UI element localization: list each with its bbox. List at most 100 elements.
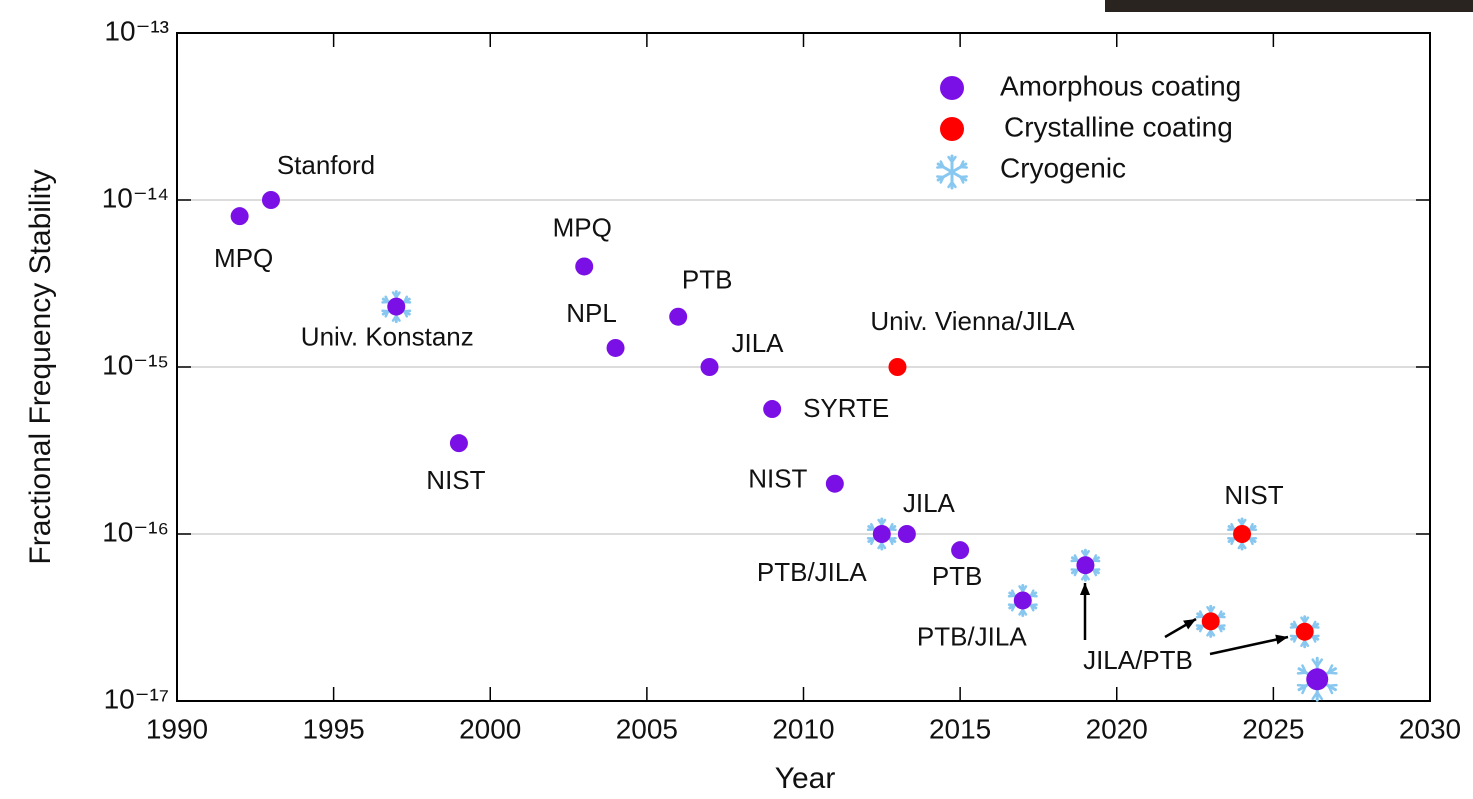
point [669, 307, 688, 326]
point [230, 207, 249, 226]
point-label: MPQ [214, 243, 273, 273]
snowflake-branch [1209, 629, 1216, 637]
point-label: PTB/JILA [917, 621, 1027, 651]
snowflake-branch [1311, 658, 1319, 668]
y-axis-title: Fractional Frequency Stability [24, 169, 57, 564]
snowflake-branch [880, 542, 887, 550]
snowflake-branch [1311, 620, 1317, 629]
x-tick-label: 2025 [1242, 713, 1304, 744]
point-label: PTB [682, 265, 733, 295]
point [449, 434, 468, 453]
snowflake-branch [1029, 589, 1035, 598]
point [951, 541, 970, 560]
x-tick-label: 1995 [302, 713, 364, 744]
x-tick-label: 2030 [1399, 713, 1461, 744]
snowflake-branch [1206, 606, 1212, 614]
point [888, 358, 907, 376]
point [763, 400, 782, 419]
point [872, 525, 891, 543]
point [897, 525, 916, 543]
point-label: PTB [932, 561, 983, 591]
snowflake-branch [1240, 542, 1247, 550]
snowflake-branch [1248, 522, 1254, 531]
snowflake-branch [947, 155, 954, 164]
y-tick-label: 10⁻¹⁴ [102, 182, 169, 213]
legend-marker [936, 154, 968, 190]
arrow-line [1209, 635, 1289, 656]
snowflake-branch [1296, 671, 1308, 675]
point-label: NIST [748, 464, 807, 494]
x-tick-label: 2005 [616, 713, 678, 744]
snowflake-branch [1327, 683, 1338, 687]
snowflake-branch [1073, 568, 1079, 577]
point [1013, 591, 1032, 610]
point-label: NPL [566, 298, 617, 328]
point [700, 358, 719, 376]
point [1076, 556, 1095, 575]
snowflake-branch [391, 291, 398, 299]
snowflake-branch [384, 309, 390, 318]
point [261, 191, 280, 209]
snowflake-branch [1217, 610, 1223, 618]
snowflake-branch [1230, 537, 1236, 546]
legend-label: Crystalline coating [1004, 111, 1233, 142]
plot-frame [176, 32, 1431, 702]
snowflake-branch [1327, 664, 1334, 674]
x-tick-label: 2015 [929, 713, 991, 744]
arrow-head [1079, 583, 1091, 595]
legend-label: Amorphous coating [1000, 70, 1241, 101]
snowflake-branch [870, 537, 876, 546]
point-label: Stanford [277, 150, 375, 180]
snowflake-branch [877, 518, 884, 526]
legend-label: Cryogenic [1000, 152, 1126, 183]
snowflake-branch [1084, 573, 1090, 581]
legend-marker [940, 76, 964, 100]
y-tick-label: 10⁻¹⁵ [102, 349, 169, 380]
point [606, 338, 625, 357]
snowflake-branch [959, 160, 965, 169]
x-axis-title: Year [775, 762, 836, 795]
y-tick-label: 10⁻¹³ [104, 15, 169, 46]
snowflake-branch [1011, 603, 1016, 612]
snowflake-branch [395, 314, 401, 322]
point-label: SYRTE [803, 393, 889, 423]
point [1233, 525, 1252, 543]
point-label: NIST [426, 465, 485, 495]
arrow-head [1275, 634, 1288, 645]
snowflake-branch [1018, 585, 1025, 593]
point [387, 297, 406, 316]
snowflake-branch [1080, 549, 1087, 558]
snowflake-marker [1289, 615, 1320, 649]
point [825, 474, 844, 493]
point-label: Univ. Vienna/JILA [870, 306, 1075, 336]
snowflake-branch [1021, 608, 1028, 616]
point [1306, 668, 1329, 691]
y-tick-label: 10⁻¹⁶ [102, 516, 169, 547]
point-label: MPQ [553, 212, 612, 242]
x-tick-label: 2010 [772, 713, 834, 744]
snowflake-branch [1303, 639, 1310, 647]
y-tick-label: 10⁻¹⁷ [104, 683, 169, 714]
point [575, 257, 594, 276]
snowflake-branch [1292, 635, 1298, 643]
snowflake-branch [888, 522, 894, 531]
snowflake-branch [1301, 684, 1308, 695]
snowflake-branch [403, 295, 409, 304]
snowflake-branch [950, 180, 957, 189]
photo-fragment [1105, 0, 1473, 12]
point [1201, 612, 1220, 631]
annotation: JILA/PTB [1083, 645, 1193, 675]
point-label: NIST [1224, 480, 1283, 510]
x-tick-label: 2020 [1086, 713, 1148, 744]
snowflake-branch [1198, 624, 1204, 633]
point-label: PTB/JILA [757, 557, 867, 587]
point [1295, 622, 1314, 641]
snowflake-branch [1237, 518, 1244, 526]
legend-marker [940, 117, 964, 141]
x-tick-label: 2000 [459, 713, 521, 744]
point-label: Univ. Konstanz [301, 321, 474, 351]
point-label: JILA [903, 488, 956, 518]
snowflake-branch [1300, 616, 1306, 624]
arrow-head [1183, 619, 1196, 630]
